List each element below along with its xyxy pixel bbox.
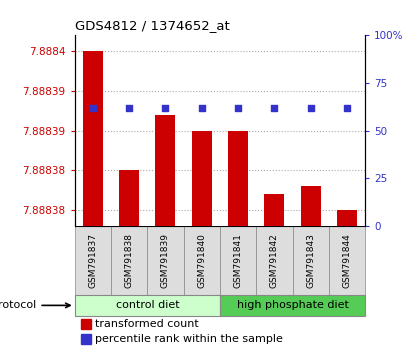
Text: control diet: control diet <box>115 301 179 310</box>
Text: GSM791837: GSM791837 <box>88 233 98 288</box>
Point <box>198 105 205 110</box>
Bar <box>183 226 220 295</box>
Bar <box>329 226 365 295</box>
Bar <box>156 115 176 226</box>
Text: GDS4812 / 1374652_at: GDS4812 / 1374652_at <box>75 19 229 32</box>
Bar <box>111 226 147 295</box>
Bar <box>264 194 284 226</box>
Text: percentile rank within the sample: percentile rank within the sample <box>95 334 283 344</box>
Point <box>344 105 350 110</box>
Bar <box>83 51 103 226</box>
Point <box>308 105 314 110</box>
Text: GSM791841: GSM791841 <box>234 233 243 288</box>
Bar <box>81 334 90 344</box>
Bar <box>192 131 212 226</box>
Text: GSM791844: GSM791844 <box>342 233 352 288</box>
Point <box>235 105 242 110</box>
Point <box>271 105 278 110</box>
Point <box>90 105 96 110</box>
Bar <box>75 295 220 316</box>
Point <box>162 105 169 110</box>
Bar <box>293 226 329 295</box>
Text: GSM791838: GSM791838 <box>124 233 134 288</box>
Bar <box>228 131 248 226</box>
Point <box>126 105 132 110</box>
Bar <box>220 226 256 295</box>
Bar <box>147 226 183 295</box>
Text: GSM791840: GSM791840 <box>197 233 206 288</box>
Bar <box>220 295 365 316</box>
Text: high phosphate diet: high phosphate diet <box>237 301 349 310</box>
Text: GSM791843: GSM791843 <box>306 233 315 288</box>
Bar <box>119 170 139 226</box>
Text: GSM791839: GSM791839 <box>161 233 170 288</box>
Bar <box>256 226 293 295</box>
Bar <box>301 186 321 226</box>
Bar <box>75 226 111 295</box>
Text: transformed count: transformed count <box>95 319 199 329</box>
Bar <box>81 319 90 329</box>
Text: GSM791842: GSM791842 <box>270 233 279 288</box>
Bar <box>337 210 357 226</box>
Text: protocol: protocol <box>0 301 70 310</box>
